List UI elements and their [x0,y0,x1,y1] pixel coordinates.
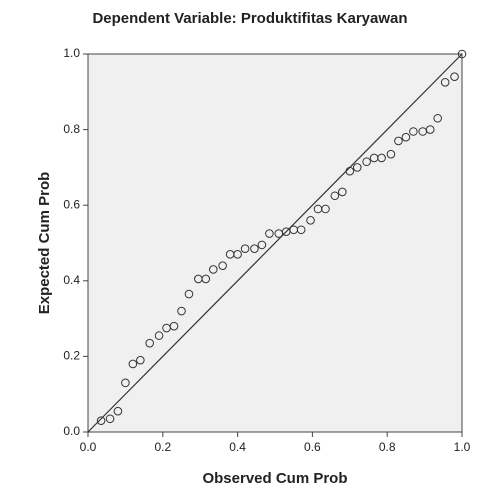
point [409,127,418,136]
point [352,163,362,172]
y-tick-label: 0.4 [63,273,80,287]
point [240,244,250,253]
x-tick-label: 1.0 [454,440,471,454]
point [250,244,259,253]
point [450,72,459,81]
point [184,289,194,299]
x-tick-label: 0.2 [154,440,171,454]
point [394,136,403,146]
point [440,78,450,87]
x-axis-label: Observed Cum Prob [202,470,347,487]
point [296,225,306,235]
x-tick-label: 0.8 [379,440,396,454]
point [105,414,115,424]
point [96,416,106,425]
y-tick-label: 0.8 [63,122,80,136]
point [136,355,145,365]
point [154,331,164,340]
point [362,157,371,167]
y-tick-label: 0.2 [63,349,80,363]
y-tick-label: 1.0 [63,46,80,60]
chart-title: Dependent Variable: Produktifitas Karyaw… [92,10,407,27]
point [386,149,396,159]
x-tick-label: 0.4 [229,440,246,454]
reference-line [87,53,463,433]
point [233,250,242,259]
point [169,321,179,331]
y-axis-label: Expected Cum Prob [36,172,53,315]
point [338,187,347,197]
point [201,274,211,284]
point [306,216,315,225]
point [425,125,435,134]
point [401,132,411,142]
y-tick-label: 0.0 [63,424,80,438]
point [377,153,386,163]
point [208,265,218,274]
point [113,406,123,416]
point [433,113,442,123]
point [121,378,130,388]
point [457,49,467,59]
point [330,191,340,201]
point [218,261,227,270]
point [177,306,186,316]
y-tick-label: 0.6 [63,197,80,211]
point [145,338,155,348]
point [345,166,355,176]
point [128,359,138,369]
point [265,229,274,238]
point [257,240,267,250]
x-tick-label: 0.6 [304,440,321,454]
x-tick-label: 0.0 [80,440,97,454]
point [321,204,330,214]
